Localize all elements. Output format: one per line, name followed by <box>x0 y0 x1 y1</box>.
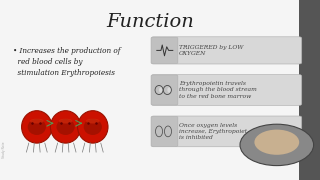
Ellipse shape <box>28 119 46 135</box>
Ellipse shape <box>56 119 75 135</box>
Text: TRIGGERED by LOW
OXYGEN: TRIGGERED by LOW OXYGEN <box>179 45 244 56</box>
Text: Study Note: Study Note <box>2 142 6 158</box>
Ellipse shape <box>164 126 172 137</box>
Ellipse shape <box>50 111 81 143</box>
Ellipse shape <box>84 119 102 135</box>
Ellipse shape <box>77 111 108 143</box>
Ellipse shape <box>22 111 52 143</box>
FancyBboxPatch shape <box>152 116 178 147</box>
Ellipse shape <box>159 87 162 93</box>
FancyBboxPatch shape <box>151 75 302 105</box>
Ellipse shape <box>59 119 72 123</box>
FancyBboxPatch shape <box>152 37 178 64</box>
FancyBboxPatch shape <box>152 75 178 105</box>
Ellipse shape <box>156 126 163 137</box>
Text: • Increases the production of
  red blood cells by
  stimulation Erythropoiesis: • Increases the production of red blood … <box>13 47 120 77</box>
Ellipse shape <box>155 86 163 94</box>
Circle shape <box>240 124 314 166</box>
Circle shape <box>254 130 299 155</box>
Text: Erythropoietin travels
through the blood stream
to the red bone marrow: Erythropoietin travels through the blood… <box>179 81 257 99</box>
Ellipse shape <box>167 87 171 93</box>
Text: Function: Function <box>107 13 194 31</box>
Text: Once oxygen levels
increase, Erythropoiet
is inhibited: Once oxygen levels increase, Erythropoie… <box>179 123 247 140</box>
Ellipse shape <box>30 119 44 123</box>
Ellipse shape <box>164 86 172 94</box>
Ellipse shape <box>86 119 100 123</box>
FancyBboxPatch shape <box>151 116 302 147</box>
FancyBboxPatch shape <box>151 37 302 64</box>
FancyBboxPatch shape <box>299 0 320 180</box>
